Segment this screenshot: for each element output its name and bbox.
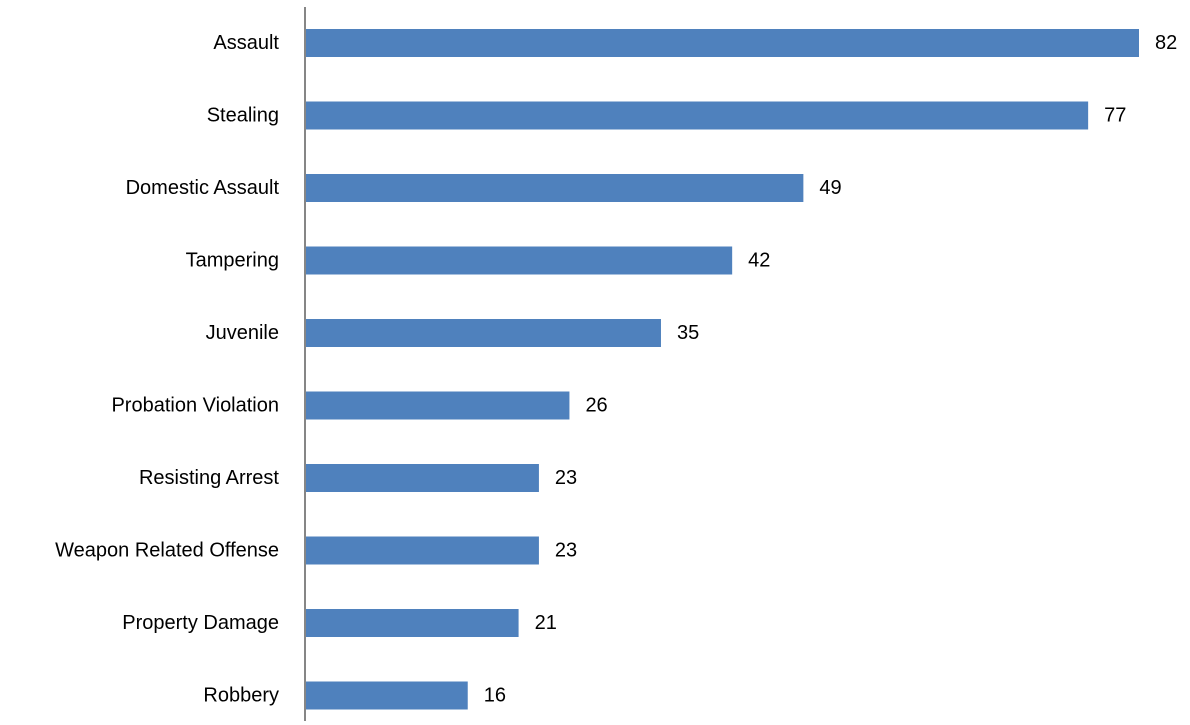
category-label-stealing: Stealing bbox=[207, 105, 279, 127]
value-label-probation-violation: 26 bbox=[585, 395, 607, 417]
category-label-weapon-related-offense: Weapon Related Offense bbox=[55, 540, 279, 562]
bar-robbery bbox=[305, 681, 468, 710]
category-label-robbery: Robbery bbox=[203, 685, 279, 707]
value-label-assault: 82 bbox=[1155, 32, 1177, 54]
bar-juvenile bbox=[305, 319, 661, 347]
bar-property-damage bbox=[305, 609, 519, 637]
value-label-property-damage: 21 bbox=[535, 612, 557, 634]
value-labels: 82 77 49 42 35 26 23 23 21 16 bbox=[484, 32, 1178, 707]
bars-group bbox=[305, 29, 1139, 710]
bar-resisting-arrest bbox=[305, 464, 539, 492]
bar-domestic-assault bbox=[305, 174, 804, 202]
category-label-assault: Assault bbox=[213, 32, 279, 54]
category-labels: Assault Stealing Domestic Assault Tampering… bbox=[55, 32, 279, 707]
value-label-resisting-arrest: 23 bbox=[555, 467, 577, 489]
bar-stealing bbox=[305, 101, 1089, 130]
category-label-resisting-arrest: Resisting Arrest bbox=[139, 467, 279, 489]
bar-assault bbox=[305, 29, 1139, 57]
value-label-robbery: 16 bbox=[484, 685, 506, 707]
bar-probation-violation bbox=[305, 391, 570, 420]
value-label-weapon-related-offense: 23 bbox=[555, 540, 577, 562]
category-label-juvenile: Juvenile bbox=[206, 322, 279, 344]
value-label-tampering: 42 bbox=[748, 250, 770, 272]
bar-tampering bbox=[305, 246, 733, 275]
value-label-stealing: 77 bbox=[1104, 105, 1126, 127]
bar-weapon-related-offense bbox=[305, 536, 539, 565]
category-label-domestic-assault: Domestic Assault bbox=[126, 177, 280, 199]
category-label-tampering: Tampering bbox=[186, 250, 279, 272]
value-label-domestic-assault: 49 bbox=[819, 177, 841, 199]
category-label-probation-violation: Probation Violation bbox=[111, 395, 279, 417]
category-label-property-damage: Property Damage bbox=[122, 612, 279, 634]
value-label-juvenile: 35 bbox=[677, 322, 699, 344]
